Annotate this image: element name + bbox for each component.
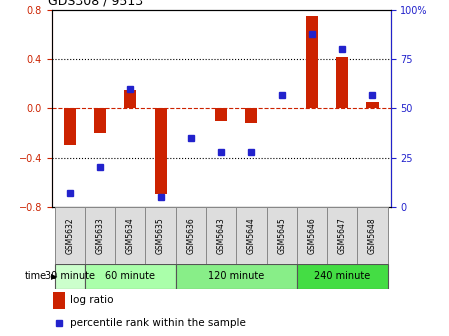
Text: 240 minute: 240 minute [314,271,370,281]
Bar [245,108,257,123]
Bar [206,207,236,264]
Text: GSM5635: GSM5635 [156,217,165,254]
Text: GSM5634: GSM5634 [126,217,135,254]
Bar [297,264,387,289]
Bar [53,292,65,308]
Text: percentile rank within the sample: percentile rank within the sample [70,318,246,328]
Bar [297,207,327,264]
Bar [124,90,136,108]
Bar [327,207,357,264]
Bar [267,207,297,264]
Bar [55,264,85,289]
Text: ▶: ▶ [51,272,57,281]
Bar [115,207,145,264]
Bar [215,108,227,121]
Bar [85,207,115,264]
Bar [94,108,106,133]
Bar [236,207,267,264]
Text: log ratio: log ratio [70,295,114,305]
Bar [336,57,348,108]
Bar [366,102,379,108]
Text: GSM5632: GSM5632 [65,217,74,254]
Bar [85,264,176,289]
Text: GSM5644: GSM5644 [247,217,256,254]
Bar [176,264,297,289]
Text: GSM5646: GSM5646 [308,217,317,254]
Bar [176,207,206,264]
Text: GDS308 / 9513: GDS308 / 9513 [48,0,143,7]
Text: GSM5643: GSM5643 [216,217,226,254]
Bar [154,108,167,194]
Text: GSM5645: GSM5645 [277,217,286,254]
Text: 60 minute: 60 minute [106,271,155,281]
Text: 120 minute: 120 minute [208,271,264,281]
Text: GSM5648: GSM5648 [368,217,377,254]
Text: GSM5633: GSM5633 [96,217,105,254]
Bar [64,108,76,145]
Text: 30 minute: 30 minute [45,271,95,281]
Text: time: time [25,271,47,281]
Bar [357,207,387,264]
Bar [306,16,318,108]
Bar [145,207,176,264]
Text: GSM5636: GSM5636 [186,217,195,254]
Bar [55,207,85,264]
Text: GSM5647: GSM5647 [338,217,347,254]
